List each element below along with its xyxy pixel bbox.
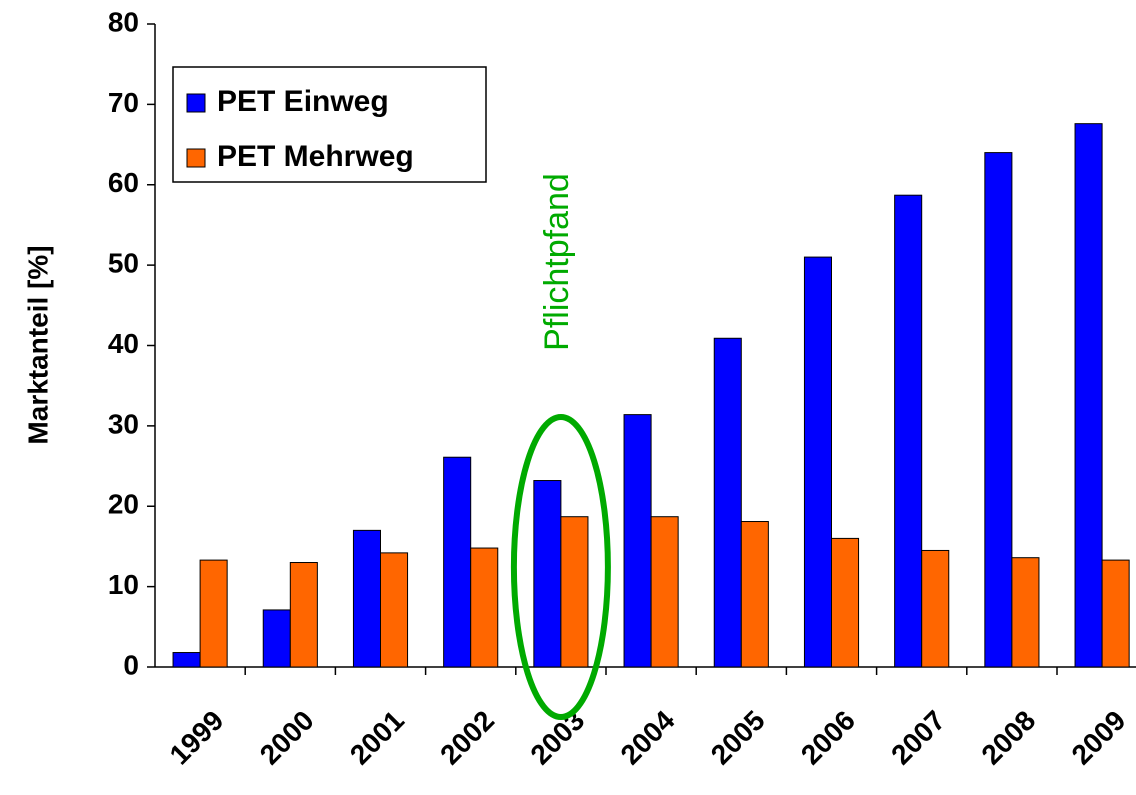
y-tick-label: 40 <box>108 328 139 359</box>
bar <box>352 529 382 668</box>
bar <box>984 152 1013 668</box>
x-tick-label: 2000 <box>254 705 320 771</box>
bar <box>262 609 291 668</box>
bar <box>894 194 923 668</box>
bar <box>650 516 679 668</box>
bar <box>380 552 409 668</box>
y-tick-label: 20 <box>108 489 139 520</box>
legend-box <box>172 66 487 183</box>
x-tick-label: 2001 <box>344 705 410 771</box>
y-axis-label: Marktanteil [%] <box>22 245 53 444</box>
bar <box>199 559 228 668</box>
bar <box>289 562 318 668</box>
legend-label: PET Mehrweg <box>217 140 414 173</box>
x-tick-label: 2008 <box>975 705 1041 771</box>
bar <box>443 456 472 668</box>
bar <box>623 414 652 668</box>
y-tick-label: 10 <box>108 569 139 600</box>
bar <box>803 256 833 668</box>
x-tick-label: 2007 <box>885 705 951 771</box>
x-tick-label: 1999 <box>164 705 230 771</box>
legend-swatch <box>186 93 206 113</box>
y-tick-label: 30 <box>108 408 139 439</box>
y-tick-label: 0 <box>123 649 139 680</box>
bar <box>172 652 201 668</box>
annotation: Pflichtpfand <box>538 173 576 351</box>
legend: PET Einweg PET Mehrweg <box>172 66 487 183</box>
y-tick-label: 60 <box>108 167 139 198</box>
y-tick-label: 70 <box>108 87 139 118</box>
bar <box>740 521 769 668</box>
bar <box>921 549 950 668</box>
y-tick-label: 50 <box>108 248 139 279</box>
bar <box>1101 559 1130 668</box>
bar <box>560 516 589 668</box>
x-tick-label: 2004 <box>615 704 681 770</box>
legend-swatch <box>186 148 206 168</box>
bar <box>831 537 860 668</box>
x-tick-label: 2006 <box>795 705 861 771</box>
bar <box>470 547 499 668</box>
bar <box>1011 557 1040 668</box>
bar <box>1074 123 1103 668</box>
bar <box>713 337 742 668</box>
x-tick-label: 2002 <box>434 705 500 771</box>
x-tick-label: 2009 <box>1066 705 1132 771</box>
bar <box>533 480 562 668</box>
annotation-ellipse <box>510 414 611 720</box>
y-tick-label: 80 <box>108 6 139 37</box>
x-tick-label: 2005 <box>705 705 771 771</box>
legend-label: PET Einweg <box>217 85 389 118</box>
